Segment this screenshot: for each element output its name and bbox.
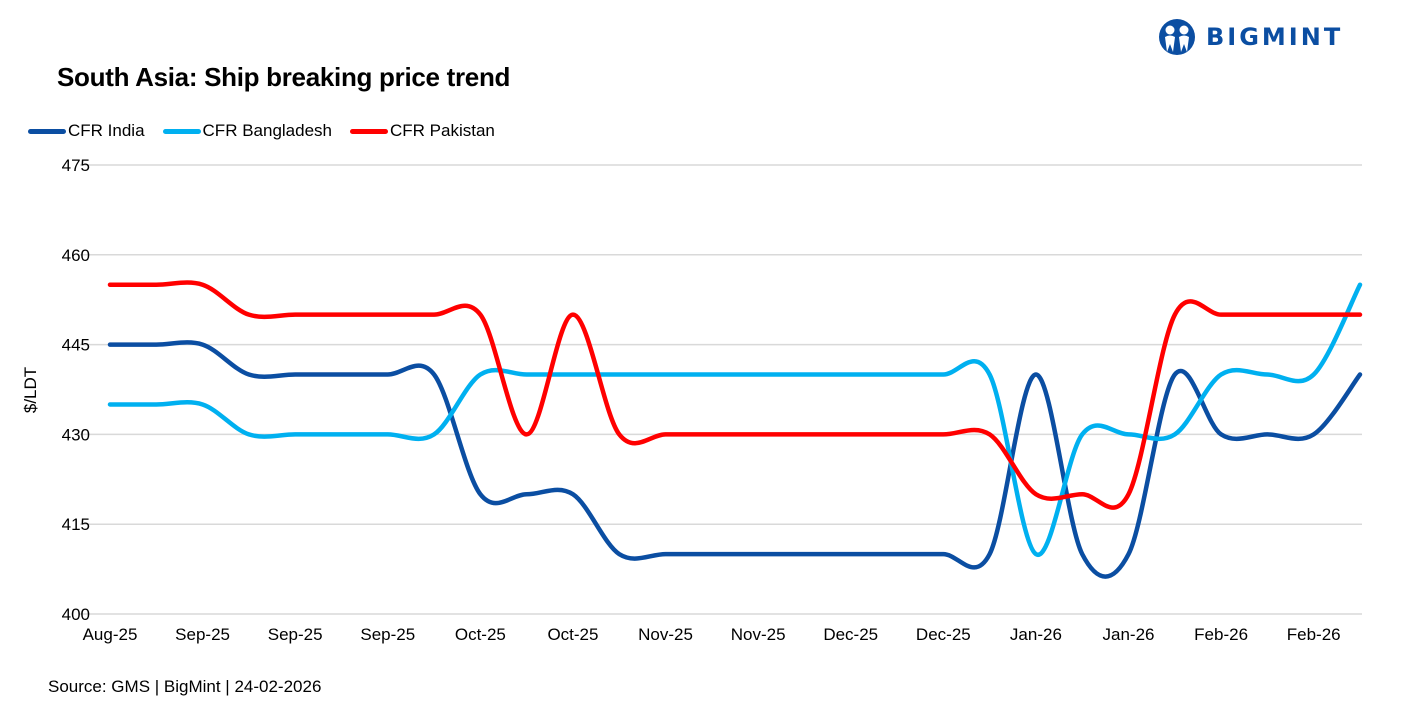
legend-item-india: CFR India <box>28 121 145 141</box>
y-tick-label: 460 <box>62 246 90 265</box>
legend-label: CFR Bangladesh <box>202 121 332 140</box>
bigmint-logo: BIGMINT <box>1158 18 1343 56</box>
series-line-cfr-pakistan <box>107 280 1363 510</box>
legend-swatch <box>162 128 201 134</box>
y-axis-label: $/LDT <box>21 367 40 413</box>
x-tick-label: Jan-26 <box>1103 625 1155 644</box>
x-tick-label: Sep-25 <box>268 625 323 644</box>
series-line-cfr-india <box>107 340 1363 579</box>
x-tick-label: Nov-25 <box>638 625 693 644</box>
source-note: Source: GMS | BigMint | 24-02-2026 <box>48 677 322 696</box>
y-tick-label: 445 <box>62 336 90 355</box>
y-tick-label: 475 <box>62 156 90 175</box>
legend-swatch <box>28 128 66 134</box>
legend-label: CFR India <box>68 121 145 140</box>
x-tick-label: Jan-26 <box>1010 625 1062 644</box>
x-tick-label: Dec-25 <box>916 625 971 644</box>
legend-swatch <box>350 128 388 134</box>
legend: CFR India CFR Bangladesh CFR Pakistan <box>28 121 513 141</box>
series-line-cfr-bangladesh <box>107 282 1363 557</box>
x-tick-label: Nov-25 <box>731 625 786 644</box>
x-tick-label: Feb-26 <box>1194 625 1248 644</box>
x-tick-label: Dec-25 <box>823 625 878 644</box>
logo-text: BIGMINT <box>1206 23 1344 51</box>
chart-title: South Asia: Ship breaking price trend <box>57 62 511 92</box>
x-tick-label: Sep-25 <box>360 625 415 644</box>
x-tick-label: Feb-26 <box>1287 625 1341 644</box>
y-tick-label: 415 <box>62 515 90 534</box>
x-tick-label: Aug-25 <box>83 625 138 644</box>
legend-item-bangladesh: CFR Bangladesh <box>162 121 332 141</box>
bigmint-logo-icon <box>1159 19 1195 55</box>
legend-label: CFR Pakistan <box>390 121 495 140</box>
x-tick-label: Oct-25 <box>455 625 506 644</box>
y-tick-label: 430 <box>62 425 90 444</box>
legend-item-pakistan: CFR Pakistan <box>350 121 495 141</box>
x-tick-label: Oct-25 <box>547 625 598 644</box>
y-tick-label: 400 <box>62 605 90 624</box>
x-tick-label: Sep-25 <box>175 625 230 644</box>
